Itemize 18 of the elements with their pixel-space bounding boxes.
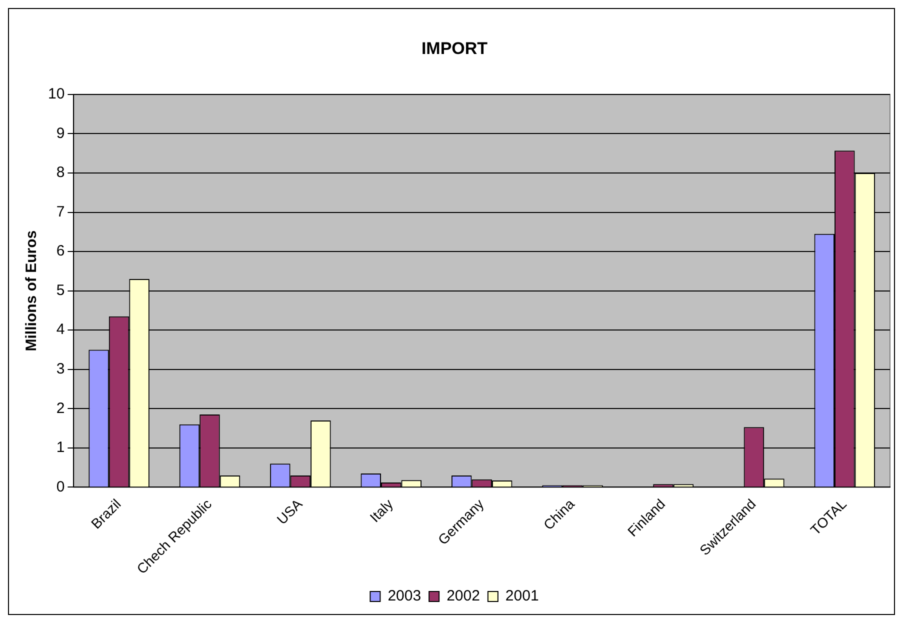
y-tick-label: 4 [56,321,65,338]
y-tick-label: 1 [56,439,65,456]
chart-title: IMPORT [421,38,488,58]
y-tick-label: 3 [56,360,65,378]
y-tick-label: 0 [56,478,65,496]
legend-label: 2001 [505,588,539,605]
y-tick-label: 8 [56,164,65,182]
legend-label: 2002 [446,588,480,605]
y-tick-label: 7 [56,203,65,220]
y-tick-label: 6 [56,242,65,260]
y-axis-title: Millions of Euros [23,230,40,352]
y-tick-label: 9 [56,124,65,142]
y-tick-label: 10 [48,86,65,103]
y-tick-label: 2 [56,400,65,417]
y-tick-label: 5 [56,282,65,299]
x-tick-label: USA [274,495,306,528]
legend-label: 2003 [388,588,422,605]
x-tick-label: Italy [366,496,396,526]
